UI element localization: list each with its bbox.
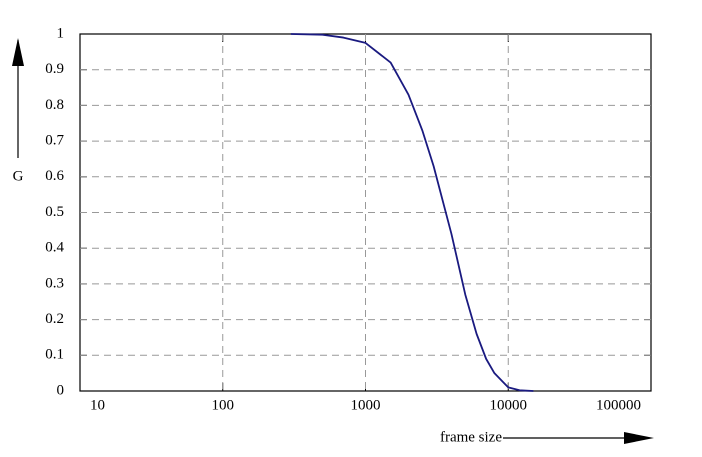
y-tick-label: 0.3	[45, 275, 64, 291]
y-tick-label: 1	[57, 25, 65, 41]
y-tick-label: 0.9	[45, 61, 64, 77]
x-arrow-head	[624, 432, 654, 444]
y-tick-label: 0.7	[45, 133, 64, 149]
y-axis-label: G	[13, 168, 24, 184]
x-tick-label: 100	[212, 397, 235, 413]
y-arrow-head	[12, 38, 24, 66]
x-axis-label: frame size	[440, 429, 502, 445]
y-tick-label: 0.6	[45, 168, 64, 184]
y-tick-label: 0	[57, 382, 65, 398]
data-line	[290, 33, 534, 392]
y-tick-label: 0.5	[45, 204, 64, 220]
x-tick-label: 100000	[596, 397, 641, 413]
x-tick-label: 10000	[490, 397, 528, 413]
x-tick-label: 1000	[351, 397, 381, 413]
y-tick-label: 0.2	[45, 311, 64, 327]
y-tick-label: 0.4	[45, 240, 64, 256]
y-tick-label: 0.8	[45, 97, 64, 113]
x-tick-label: 10	[90, 397, 105, 413]
y-tick-label: 0.1	[45, 347, 64, 363]
